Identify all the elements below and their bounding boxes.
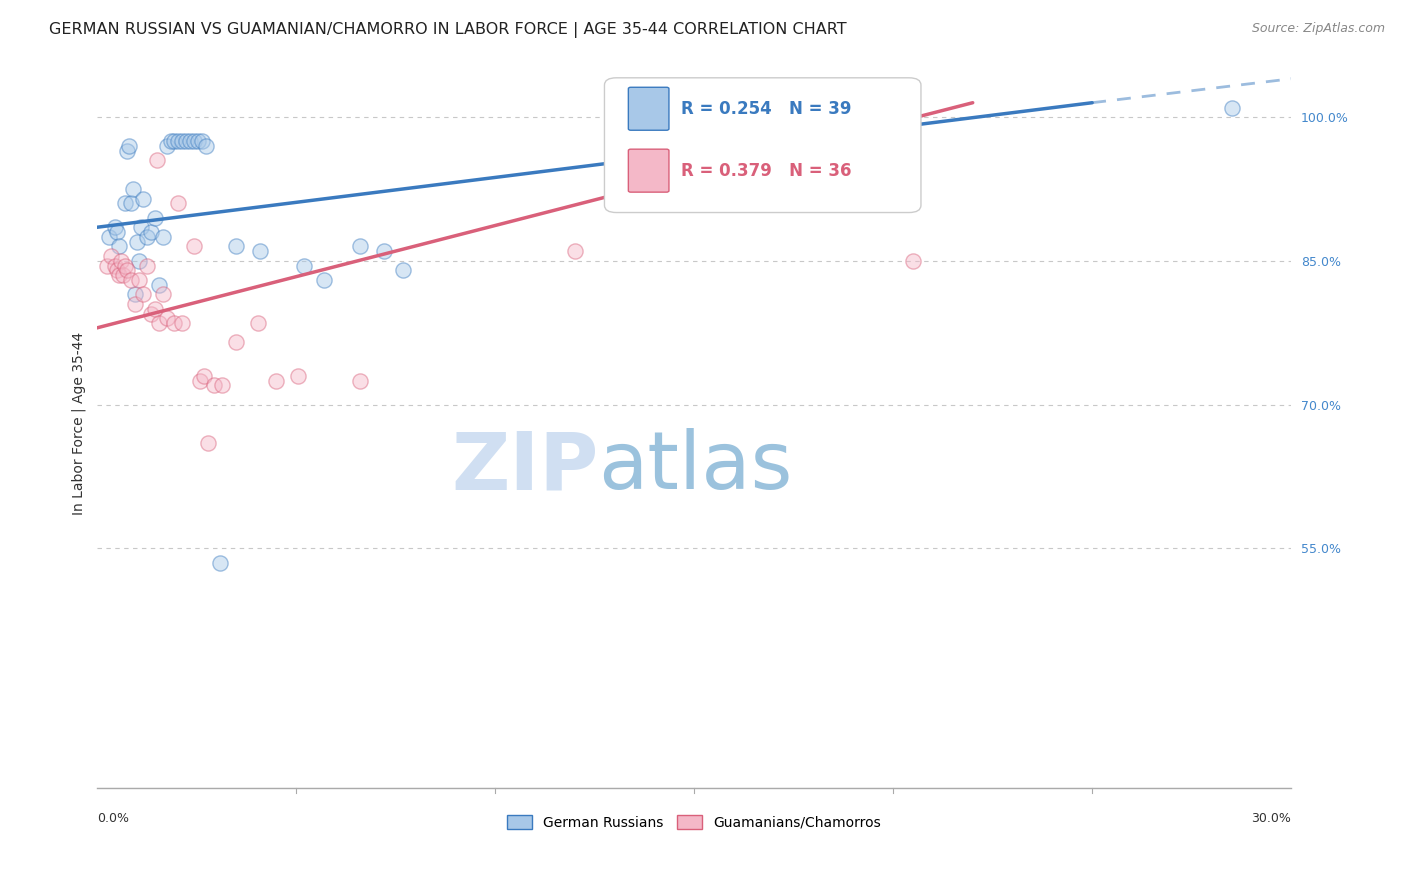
Point xyxy=(183,134,205,148)
Point xyxy=(247,316,270,330)
Text: R = 0.379   N = 36: R = 0.379 N = 36 xyxy=(681,161,852,179)
Point xyxy=(124,287,146,301)
Point xyxy=(349,374,371,388)
Point xyxy=(172,316,194,330)
Point xyxy=(167,196,190,211)
Point xyxy=(225,239,247,253)
Point xyxy=(163,134,186,148)
Point xyxy=(195,138,218,153)
Point xyxy=(287,368,309,383)
Point xyxy=(179,134,201,148)
Point xyxy=(135,230,157,244)
Point xyxy=(131,192,153,206)
Point xyxy=(97,230,120,244)
Point xyxy=(121,182,143,196)
FancyBboxPatch shape xyxy=(628,149,669,192)
Point xyxy=(211,378,233,392)
Text: 0.0%: 0.0% xyxy=(97,812,129,825)
Point xyxy=(111,268,134,283)
Point xyxy=(139,306,162,320)
Point xyxy=(128,253,150,268)
Point xyxy=(901,253,924,268)
Point xyxy=(105,263,128,277)
Text: GERMAN RUSSIAN VS GUAMANIAN/CHAMORRO IN LABOR FORCE | AGE 35-44 CORRELATION CHAR: GERMAN RUSSIAN VS GUAMANIAN/CHAMORRO IN … xyxy=(49,22,846,38)
Point xyxy=(152,230,174,244)
Point xyxy=(148,277,170,292)
Point xyxy=(187,134,209,148)
Point xyxy=(104,259,127,273)
Point xyxy=(131,287,153,301)
Point xyxy=(152,287,174,301)
Point xyxy=(145,153,167,168)
Point xyxy=(292,259,315,273)
Point xyxy=(110,253,132,268)
Point xyxy=(264,374,287,388)
Point xyxy=(202,378,225,392)
FancyBboxPatch shape xyxy=(628,87,669,130)
Point xyxy=(209,556,232,570)
Point xyxy=(104,220,127,235)
Point xyxy=(124,297,146,311)
Point xyxy=(120,196,142,211)
Point xyxy=(176,134,198,148)
Text: atlas: atlas xyxy=(599,428,793,507)
Point xyxy=(129,220,152,235)
Point xyxy=(564,244,586,259)
Text: R = 0.254   N = 39: R = 0.254 N = 39 xyxy=(681,100,852,118)
FancyBboxPatch shape xyxy=(605,78,921,212)
Point xyxy=(105,225,128,239)
Text: Source: ZipAtlas.com: Source: ZipAtlas.com xyxy=(1251,22,1385,36)
Point xyxy=(114,196,136,211)
Point xyxy=(167,134,190,148)
Point xyxy=(128,273,150,287)
Text: ZIP: ZIP xyxy=(451,428,599,507)
Point xyxy=(1220,101,1243,115)
Point xyxy=(193,368,215,383)
Point xyxy=(100,249,122,263)
Point xyxy=(143,211,166,225)
Point xyxy=(120,273,142,287)
Point xyxy=(107,268,129,283)
Y-axis label: In Labor Force | Age 35-44: In Labor Force | Age 35-44 xyxy=(72,332,86,516)
Point xyxy=(125,235,148,249)
Point xyxy=(163,316,186,330)
Point xyxy=(115,263,138,277)
Point xyxy=(114,259,136,273)
Point xyxy=(249,244,271,259)
Point xyxy=(172,134,194,148)
Point xyxy=(107,239,129,253)
Point xyxy=(191,134,214,148)
Point xyxy=(197,436,219,450)
Point xyxy=(190,374,212,388)
Point xyxy=(159,134,181,148)
Point xyxy=(139,225,162,239)
Point xyxy=(155,138,177,153)
Point xyxy=(148,316,170,330)
Point xyxy=(143,301,166,316)
Point xyxy=(349,239,371,253)
Point xyxy=(392,263,415,277)
Text: 30.0%: 30.0% xyxy=(1251,812,1291,825)
Point xyxy=(115,144,138,158)
Point xyxy=(183,239,205,253)
Point xyxy=(373,244,395,259)
Point xyxy=(96,259,118,273)
Point xyxy=(155,311,177,326)
Legend: German Russians, Guamanians/Chamorros: German Russians, Guamanians/Chamorros xyxy=(502,810,887,836)
Point xyxy=(312,273,335,287)
Point xyxy=(135,259,157,273)
Point xyxy=(225,335,247,350)
Point xyxy=(118,138,141,153)
